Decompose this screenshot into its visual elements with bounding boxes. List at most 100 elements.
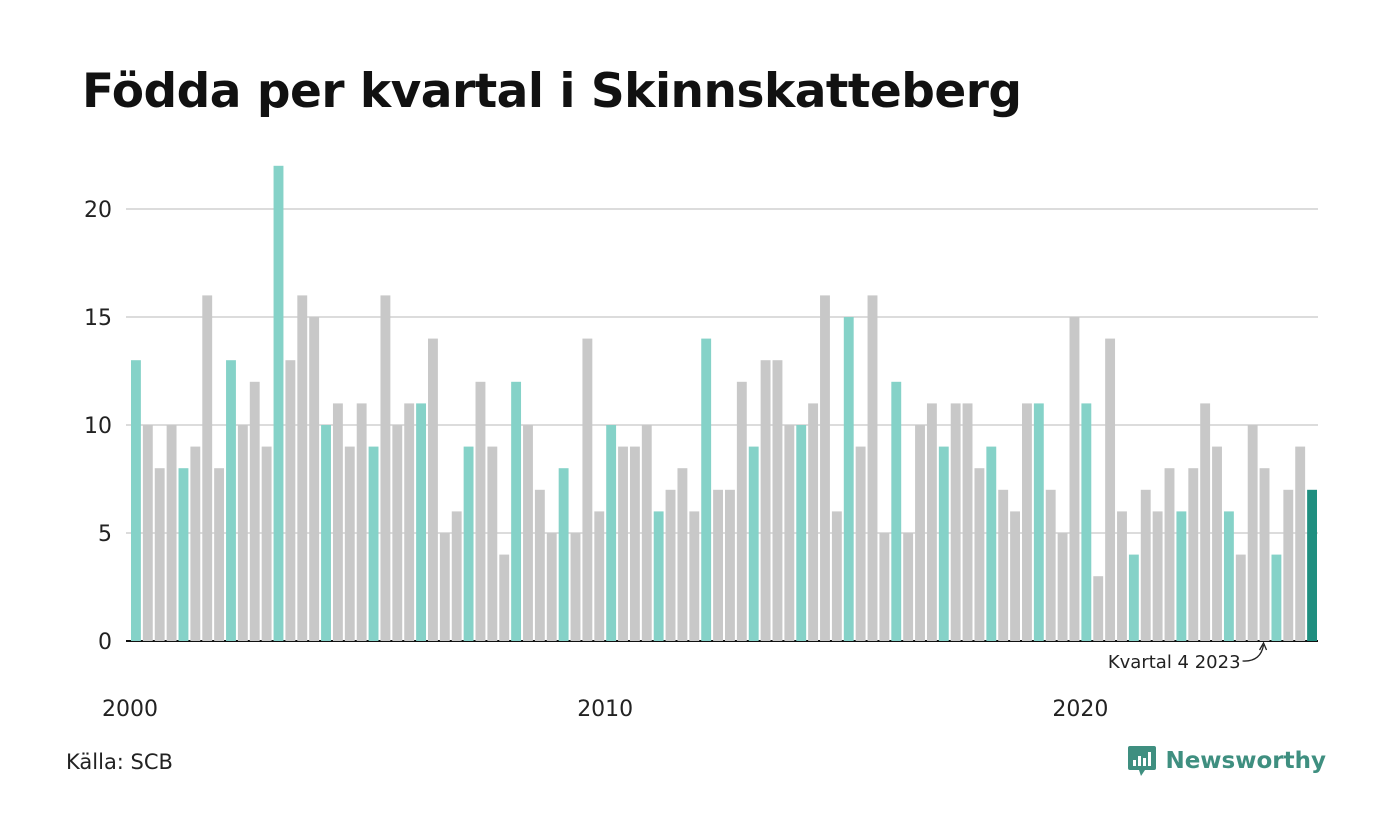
bar (285, 360, 296, 641)
bar (772, 360, 783, 641)
bar (416, 403, 426, 641)
bar (428, 338, 438, 641)
bar (1105, 338, 1116, 641)
bar (701, 338, 712, 641)
bar (1033, 403, 1044, 641)
bar (998, 489, 1009, 641)
bar (546, 533, 557, 641)
bar (249, 381, 260, 641)
bar (368, 446, 379, 641)
bar (202, 295, 213, 641)
bar (1200, 403, 1211, 641)
y-tick-label: 5 (98, 522, 112, 547)
bar (214, 468, 225, 641)
bar (653, 511, 664, 641)
bar (1140, 489, 1151, 641)
bar (748, 446, 759, 641)
x-axis: 2000 2010 2020 (102, 697, 1108, 722)
bar (606, 425, 617, 641)
bar (226, 360, 236, 641)
bar (1117, 511, 1127, 641)
brand-logo: Newsworthy (1127, 744, 1326, 778)
annotation-arrow (1242, 644, 1265, 662)
bar (1022, 403, 1032, 641)
bar (142, 425, 153, 641)
bar (713, 489, 723, 641)
annotation-arrowhead (1258, 641, 1268, 651)
bar (618, 446, 628, 641)
bar (796, 425, 807, 641)
bar (439, 533, 450, 641)
y-tick-label: 0 (98, 630, 112, 655)
annotation-label: Kvartal 4 2023 (1108, 652, 1241, 673)
bar (261, 446, 272, 641)
y-axis: 0 5 10 15 20 (84, 198, 112, 655)
bar (166, 425, 177, 641)
bar (1128, 554, 1139, 641)
bar (321, 425, 331, 641)
bar (1081, 403, 1092, 641)
bar (1212, 446, 1222, 641)
x-tick-label: 2010 (577, 697, 633, 722)
y-tick-label: 20 (84, 198, 112, 223)
bar (736, 381, 747, 641)
bar (1271, 554, 1282, 641)
x-tick-label: 2020 (1052, 697, 1108, 722)
bar (1164, 468, 1175, 641)
bar (1010, 511, 1020, 641)
bar (689, 511, 700, 641)
newsworthy-logo-icon (1128, 746, 1157, 776)
bar (867, 295, 878, 641)
bar (1176, 511, 1187, 641)
bar (273, 165, 284, 642)
annotation: Kvartal 4 2023 (1108, 641, 1268, 673)
bar (534, 489, 545, 641)
bar (677, 468, 688, 641)
bar (582, 338, 593, 641)
bar (1247, 425, 1258, 641)
bar (1223, 511, 1234, 641)
bar (178, 468, 189, 641)
bar (915, 425, 925, 641)
bar (641, 425, 652, 641)
bar (962, 403, 973, 641)
bar (558, 468, 569, 641)
bar (523, 425, 533, 641)
bar (891, 381, 902, 641)
bar (380, 295, 391, 641)
bar (926, 403, 937, 641)
bar (404, 403, 415, 641)
y-tick-label: 15 (84, 306, 112, 331)
chart-title: Födda per kvartal i Skinnskatteberg (82, 64, 1022, 119)
bar (475, 381, 486, 641)
bar (843, 317, 854, 641)
bar (760, 360, 771, 641)
bar (190, 446, 201, 641)
bar (950, 403, 961, 641)
bar (1152, 511, 1163, 641)
bar (463, 446, 474, 641)
bar (725, 489, 735, 641)
brand-name: Newsworthy (1165, 748, 1326, 774)
bar (1188, 468, 1199, 641)
bar (1093, 576, 1104, 641)
bar (1259, 468, 1270, 641)
bar (820, 295, 830, 641)
bar (499, 554, 510, 641)
bar (451, 511, 462, 641)
bar (903, 533, 914, 641)
bar (1307, 489, 1317, 641)
source-label: Källa: SCB (66, 750, 173, 774)
bar (511, 381, 522, 641)
bar (831, 511, 842, 641)
bar (986, 446, 997, 641)
bar (665, 489, 676, 641)
bar (1069, 317, 1080, 641)
bar (1057, 533, 1068, 641)
x-tick-label: 2000 (102, 697, 158, 722)
bar (309, 317, 320, 641)
bars (131, 165, 1317, 642)
bar (154, 468, 165, 641)
bar (332, 403, 343, 641)
